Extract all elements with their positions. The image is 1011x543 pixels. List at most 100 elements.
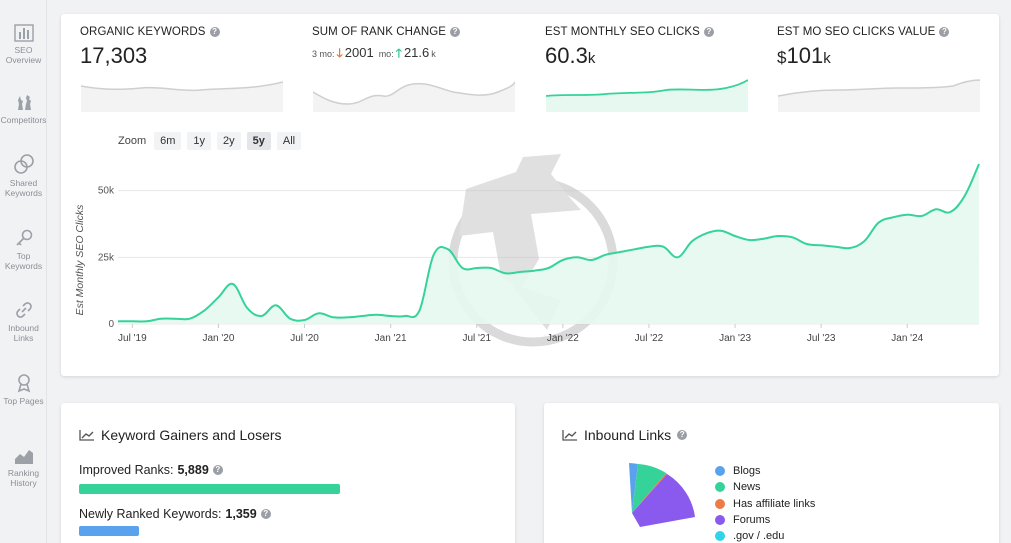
sidebar-item-shared-keywords[interactable]: Shared Keywords <box>0 153 47 198</box>
legend-label: Has affiliate links <box>733 497 816 510</box>
zoom-5y-button[interactable]: 5y <box>246 132 271 150</box>
sidebar-item-top-pages[interactable]: Top Pages <box>0 373 47 406</box>
sidebar-item-ranking-history[interactable]: Ranking History <box>0 447 47 488</box>
newly-ranked-value: 1,359 <box>225 507 257 521</box>
sidebar: SEO Overview Competitors Shared Keywords… <box>0 0 47 543</box>
help-icon[interactable]: ? <box>703 27 714 37</box>
zoom-controls: Zoom 6m 1y 2y 5y All <box>118 132 302 150</box>
metric-value: 60.3 <box>545 43 588 68</box>
metric-est-monthly-seo-clicks: EST MONTHLY SEO CLICKS ? 60.3k <box>545 26 765 69</box>
legend-item-news[interactable]: News <box>715 479 815 495</box>
legend-item-forums[interactable]: Forums <box>715 512 815 528</box>
legend-item-gov-edu[interactable]: .gov / .edu <box>715 528 815 543</box>
pie-slice-affiliate <box>632 473 667 513</box>
legend-label: Blogs <box>733 465 761 478</box>
x-tick-label: Jan '24 <box>891 333 923 344</box>
metric-title: ORGANIC KEYWORDS <box>80 26 206 38</box>
legend-label: News <box>733 481 761 494</box>
sidebar-item-seo-overview[interactable]: SEO Overview <box>0 24 47 65</box>
help-icon[interactable]: ? <box>677 430 688 440</box>
y-tick-label: 25k <box>98 252 115 263</box>
sidebar-item-inbound-links[interactable]: Inbound Links <box>0 300 47 343</box>
sidebar-item-label: SEO Overview <box>5 45 42 65</box>
metric-sum-rank-change: SUM OF RANK CHANGE ? 3 mo: 🡓 2001 mo: 🡑 … <box>312 26 532 65</box>
pie-slice-forums <box>632 474 695 527</box>
legend-dot <box>715 531 725 542</box>
metric-currency: $ <box>777 48 787 67</box>
y-axis-label: Est Monthly SEO Clicks <box>74 204 86 316</box>
x-tick-label: Jul '19 <box>118 333 147 344</box>
sidebar-item-top-keywords[interactable]: Top Keywords <box>0 228 47 271</box>
link-icon <box>15 302 32 318</box>
bar-chart-icon <box>13 24 34 42</box>
x-tick-label: Jul '22 <box>635 333 664 344</box>
newly-ranked-label: Newly Ranked Keywords: <box>79 507 222 521</box>
metric-title: EST MONTHLY SEO CLICKS <box>545 26 700 38</box>
metric-unit: k <box>587 50 596 67</box>
x-tick-label: Jul '20 <box>290 333 319 344</box>
sidebar-item-label: Shared Keywords <box>4 178 43 198</box>
sparkline-rank-change <box>313 81 515 112</box>
legend-item-blogs[interactable]: Blogs <box>715 463 815 479</box>
legend-label: .gov / .edu <box>733 530 785 543</box>
trend-chart-icon <box>79 430 94 441</box>
metric-title: SUM OF RANK CHANGE <box>312 26 447 38</box>
arrow-up-icon: 🡑 <box>395 46 402 60</box>
sidebar-item-label: Top Keywords <box>4 251 43 271</box>
pie-slice-blogs <box>629 463 638 513</box>
sidebar-item-label: Top Pages <box>3 396 44 406</box>
seo-clicks-chart: Est Monthly SEO Clicks 0 25k 50k Jul '19 Jan… <box>74 154 980 347</box>
section-title: Inbound Links <box>584 427 672 443</box>
rank-6mo-value: 21.6 <box>403 45 430 60</box>
x-tick-label: Jul '23 <box>807 333 836 344</box>
award-icon <box>17 374 30 393</box>
help-icon[interactable]: ? <box>209 27 220 37</box>
chart-series-line <box>118 163 980 323</box>
area-chart-icon <box>14 450 33 464</box>
zoom-2y-button[interactable]: 2y <box>217 132 241 150</box>
chess-icon <box>17 95 31 110</box>
legend-item-affiliate[interactable]: Has affiliate links <box>715 496 815 512</box>
sidebar-item-label: Competitors <box>0 115 47 125</box>
metric-organic-keywords: ORGANIC KEYWORDS ? 17,303 <box>80 26 300 69</box>
zoom-label: Zoom <box>118 135 147 147</box>
legend-dot <box>715 498 725 509</box>
x-tick-label: Jul '21 <box>462 333 491 344</box>
arrow-down-icon: 🡓 <box>336 46 343 60</box>
x-tick-label: Jan '20 <box>202 333 234 344</box>
sparkline-clicks-value <box>778 79 980 112</box>
newly-ranked-bar <box>79 526 139 536</box>
pie-slice-news <box>632 464 666 513</box>
sparkline-organic-keywords <box>81 81 283 112</box>
improved-ranks-value: 5,889 <box>177 463 209 477</box>
rings-icon <box>13 154 34 174</box>
sidebar-item-label: Ranking History <box>7 468 40 488</box>
metric-est-mo-seo-clicks-value: EST MO SEO CLICKS VALUE ? $101k <box>777 26 997 69</box>
rank-6mo-label: mo: <box>378 49 394 59</box>
x-tick-label: Jan '22 <box>547 333 579 344</box>
seo-overview-card: ORGANIC KEYWORDS ? 17,303 SUM OF RANK CH… <box>61 14 999 376</box>
rank-6mo-unit: k <box>431 49 436 59</box>
chart-area-fill <box>118 164 979 324</box>
sidebar-item-label: Inbound Links <box>8 323 39 343</box>
sidebar-item-competitors[interactable]: Competitors <box>0 92 47 125</box>
legend-dot <box>715 482 725 493</box>
help-icon[interactable]: ? <box>939 27 950 37</box>
help-icon[interactable]: ? <box>450 27 461 37</box>
sparkline-clicks <box>546 79 748 112</box>
rank-3mo-value: 2001 <box>344 45 374 60</box>
help-icon[interactable]: ? <box>212 465 223 475</box>
metric-title: EST MO SEO CLICKS VALUE <box>777 26 936 38</box>
x-tick-label: Jan '21 <box>375 333 407 344</box>
zoom-all-button[interactable]: All <box>276 132 302 150</box>
improved-ranks-bar <box>79 484 340 494</box>
zoom-1y-button[interactable]: 1y <box>187 132 212 150</box>
legend-dot <box>715 466 725 477</box>
key-icon <box>15 229 32 246</box>
metric-value: 101 <box>786 43 824 68</box>
help-icon[interactable]: ? <box>260 509 271 519</box>
inbound-legend: Blogs News Has affiliate links Forums .g… <box>715 463 815 543</box>
trend-chart-icon <box>562 430 577 441</box>
zoom-6m-button[interactable]: 6m <box>154 132 182 150</box>
metric-value: 17,303 <box>80 43 148 68</box>
